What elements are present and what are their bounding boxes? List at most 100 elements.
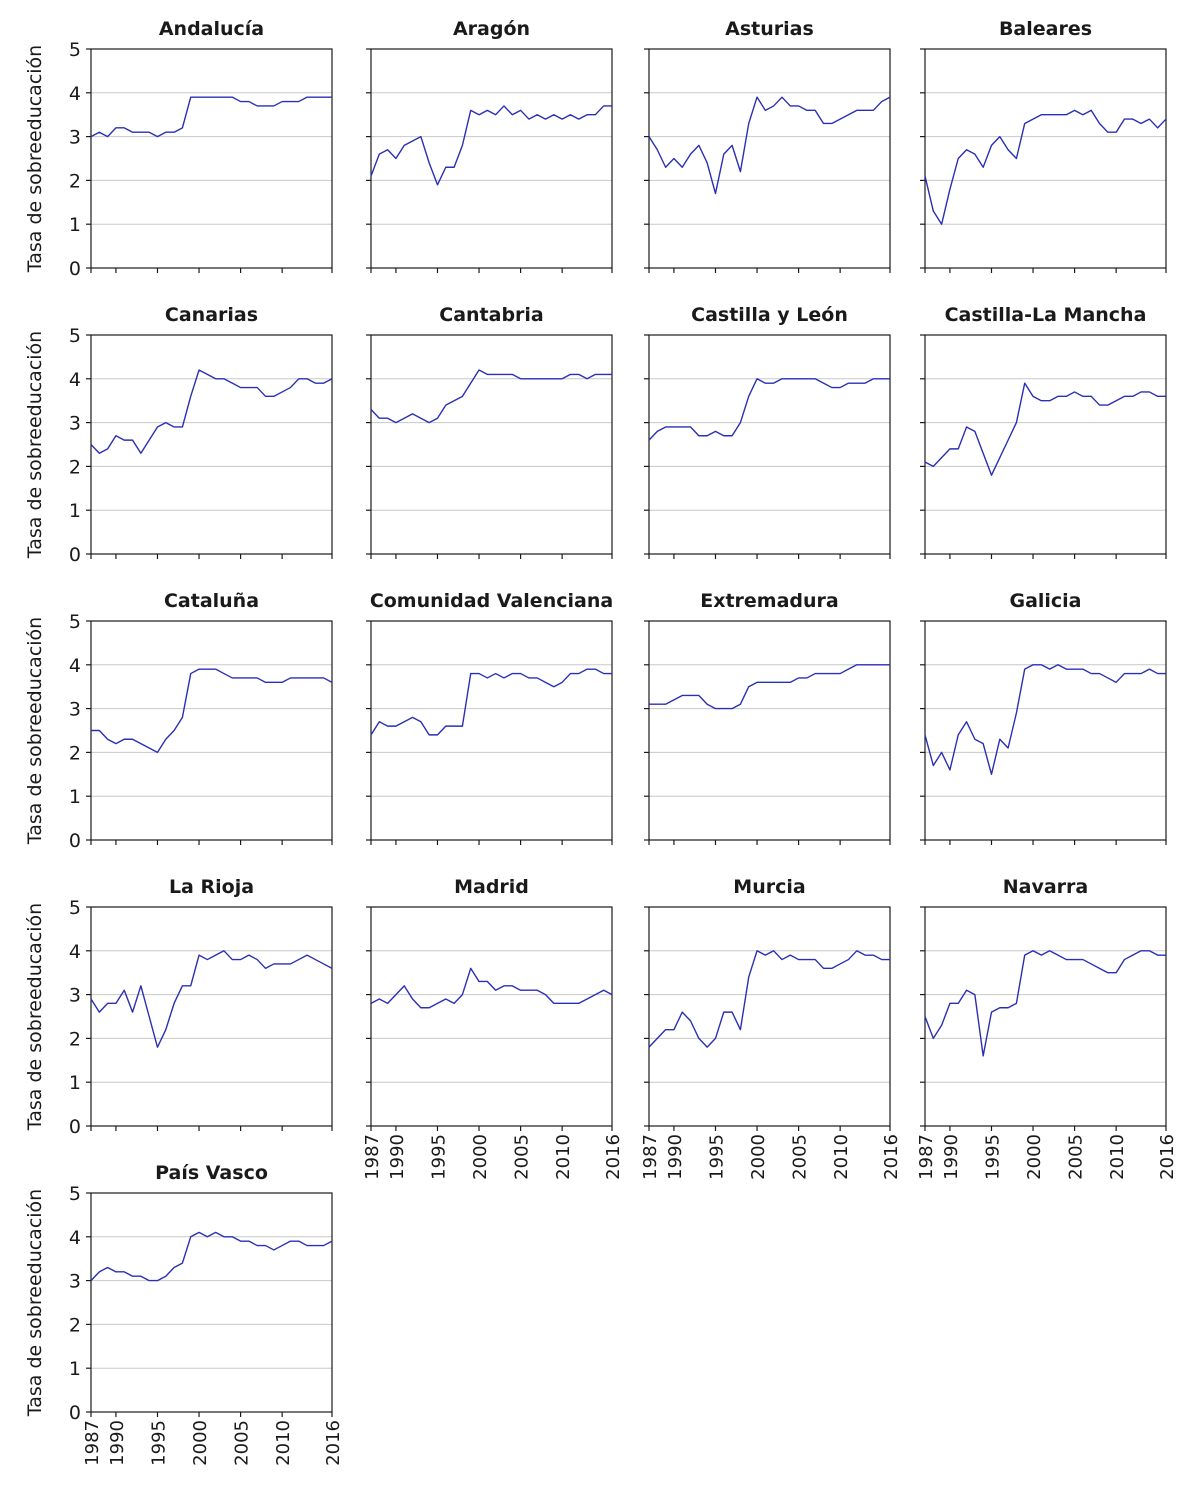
series-line	[370, 668, 612, 736]
y-tick-label: 2	[69, 1028, 81, 1050]
y-tick-label: 0	[69, 830, 81, 852]
series-line	[648, 378, 890, 441]
y-tick-label: 5	[69, 611, 81, 633]
plot-frame	[648, 48, 891, 269]
series-line	[370, 967, 613, 1009]
y-tick-label: 1	[69, 500, 81, 522]
y-tick-label: 5	[69, 39, 81, 61]
panel-1: 0 1 2 3 4 5 Tasa de sobreeducación Andalucía	[24, 18, 333, 280]
panel-title: Canarias	[165, 304, 258, 326]
y-tick-label: 1	[69, 1358, 81, 1380]
panel-5: 0 1 2 3 4 5 Tasa de sobreeducación Canarias	[24, 304, 333, 566]
plot-frame	[90, 620, 333, 841]
x-tick-label: 1990	[107, 1420, 128, 1466]
y-tick-label: 2	[69, 1314, 81, 1336]
x-tick-label: 1987	[82, 1420, 103, 1466]
panel-title: Asturias	[725, 18, 814, 40]
plot-frame	[648, 620, 891, 841]
y-tick-label: 0	[69, 544, 81, 566]
x-tick-label: 2005	[790, 1134, 811, 1180]
y-tick-label: 2	[69, 742, 81, 764]
x-tick-label: 2016	[881, 1134, 902, 1180]
panel-15: 1987 1990 1995 2000 2005 2010 2016 Murcia	[640, 876, 902, 1180]
series-line	[90, 96, 332, 138]
x-tick-label: 1995	[428, 1134, 449, 1180]
y-axis-label: Tasa de sobreeducación	[24, 331, 46, 559]
plot-frame	[370, 48, 613, 269]
series-line	[370, 105, 612, 186]
y-tick-label: 0	[69, 258, 81, 280]
y-tick-label: 4	[69, 369, 81, 391]
x-tick-label: 2010	[1107, 1134, 1128, 1180]
y-tick-label: 4	[69, 941, 81, 963]
y-tick-label: 4	[69, 83, 81, 105]
panel-17: 0 1 2 3 4 5 1987 1990 1995 2000 2005 2010 2016 Tasa d…	[24, 1162, 344, 1466]
plot-frame	[924, 906, 1167, 1127]
y-tick-label: 3	[69, 699, 81, 721]
panel-10: Comunidad Valenciana	[366, 590, 613, 845]
x-tick-label: 2000	[748, 1134, 769, 1180]
panel-4: Baleares	[920, 18, 1167, 273]
x-tick-label: 2005	[512, 1134, 533, 1180]
plot-frame	[648, 906, 891, 1127]
x-tick-label: 2000	[470, 1134, 491, 1180]
panel-13: 0 1 2 3 4 5 Tasa de sobreeducación La Rioja	[24, 876, 333, 1138]
panel-title: Cataluña	[164, 590, 259, 612]
y-tick-label: 1	[69, 1072, 81, 1094]
panel-14: 1987 1990 1995 2000 2005 2010 2016 Madrid	[362, 876, 624, 1180]
x-tick-label: 1995	[148, 1420, 169, 1466]
x-tick-label: 2000	[190, 1420, 211, 1466]
plot-frame	[90, 1192, 333, 1413]
x-tick-label: 2005	[232, 1420, 253, 1466]
x-tick-label: 1987	[362, 1134, 383, 1180]
plot-frame	[370, 620, 613, 841]
y-tick-label: 0	[69, 1116, 81, 1138]
y-tick-label: 5	[69, 325, 81, 347]
y-tick-label: 2	[69, 456, 81, 478]
plot-frame	[648, 334, 891, 555]
series-line	[91, 668, 333, 754]
series-line	[924, 950, 1166, 1057]
panel-title: Navarra	[1003, 876, 1089, 898]
panel-title: Aragón	[453, 18, 530, 40]
series-line	[924, 109, 1167, 225]
series-line	[648, 950, 890, 1048]
panel-2: Aragón	[366, 18, 613, 273]
y-tick-label: 1	[69, 214, 81, 236]
panel-title: Extremadura	[700, 590, 839, 612]
panel-title: Madrid	[454, 876, 529, 898]
x-tick-label: 1990	[665, 1134, 686, 1180]
y-tick-label: 4	[69, 1227, 81, 1249]
y-tick-label: 3	[69, 1271, 81, 1293]
y-axis-label: Tasa de sobreeducación	[24, 617, 46, 845]
x-tick-label: 1995	[706, 1134, 727, 1180]
plot-frame	[90, 48, 333, 269]
panel-title: Baleares	[999, 18, 1092, 40]
plot-frame	[370, 906, 613, 1127]
x-tick-label: 2010	[553, 1134, 574, 1180]
panel-11: Extremadura	[644, 590, 891, 845]
series-line	[90, 950, 333, 1048]
y-tick-label: 1	[69, 786, 81, 808]
panel-3: Asturias	[644, 18, 891, 273]
y-tick-label: 3	[69, 985, 81, 1007]
plot-frame	[924, 48, 1167, 269]
panel-16: 1987 1990 1995 2000 2005 2010 2016 Navarra	[916, 876, 1178, 1180]
series-line	[648, 96, 891, 195]
y-tick-label: 5	[69, 1183, 81, 1205]
x-tick-label: 2016	[323, 1420, 344, 1466]
y-tick-label: 3	[69, 413, 81, 435]
panel-title: Murcia	[733, 876, 805, 898]
y-tick-label: 2	[69, 170, 81, 192]
plot-frame	[370, 334, 613, 555]
y-axis-label: Tasa de sobreeducación	[24, 903, 46, 1131]
panel-title: Galicia	[1009, 590, 1081, 612]
y-axis-label: Tasa de sobreeducación	[24, 1189, 46, 1417]
panel-title: Andalucía	[159, 18, 264, 40]
series-line	[649, 664, 890, 710]
panel-7: Castilla y León	[644, 304, 891, 559]
panel-title: Castilla y León	[691, 304, 848, 326]
series-line	[370, 369, 612, 424]
